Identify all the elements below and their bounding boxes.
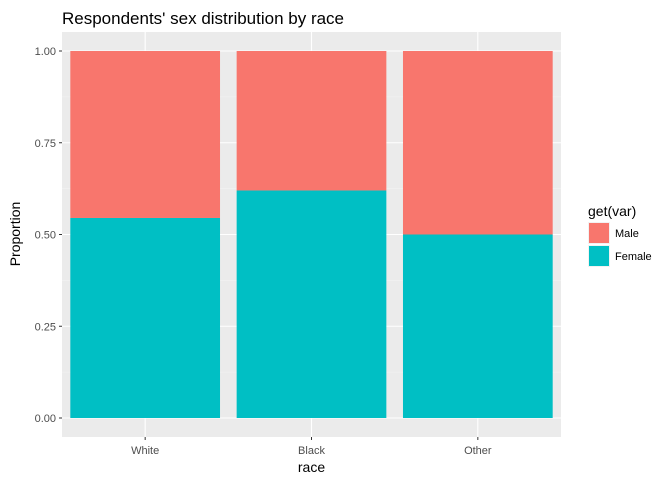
bar-black-male xyxy=(236,51,387,191)
y-axis-ticks: 0.00 0.25 0.50 0.75 1.00 xyxy=(35,46,62,425)
legend-label-male: Male xyxy=(615,228,639,240)
y-tick-label: 0.00 xyxy=(35,413,56,425)
bars xyxy=(70,51,553,418)
chart-title: Respondents' sex distribution by race xyxy=(62,9,344,28)
legend-title: get(var) xyxy=(588,203,636,219)
legend-swatch-male xyxy=(589,223,609,243)
x-axis-ticks: White Black Other xyxy=(131,437,492,457)
bar-white-male xyxy=(70,51,221,218)
legend-label-female: Female xyxy=(615,251,652,263)
legend: get(var) Male Female xyxy=(588,203,652,267)
legend-swatch-female xyxy=(589,246,609,266)
y-tick-label: 0.75 xyxy=(35,138,56,150)
y-tick-label: 0.50 xyxy=(35,230,56,242)
bar-other-male xyxy=(402,51,553,235)
x-tick-label: White xyxy=(131,445,159,457)
x-axis-title: race xyxy=(298,459,325,475)
x-tick-label: Other xyxy=(464,445,492,457)
y-tick-label: 1.00 xyxy=(35,46,56,58)
bar-other-female xyxy=(402,234,553,418)
bar-black-female xyxy=(236,190,387,418)
bar-white-female xyxy=(70,217,221,418)
x-tick-label: Black xyxy=(298,445,325,457)
y-tick-label: 0.25 xyxy=(35,321,56,333)
y-axis-title: Proportion xyxy=(7,202,23,267)
